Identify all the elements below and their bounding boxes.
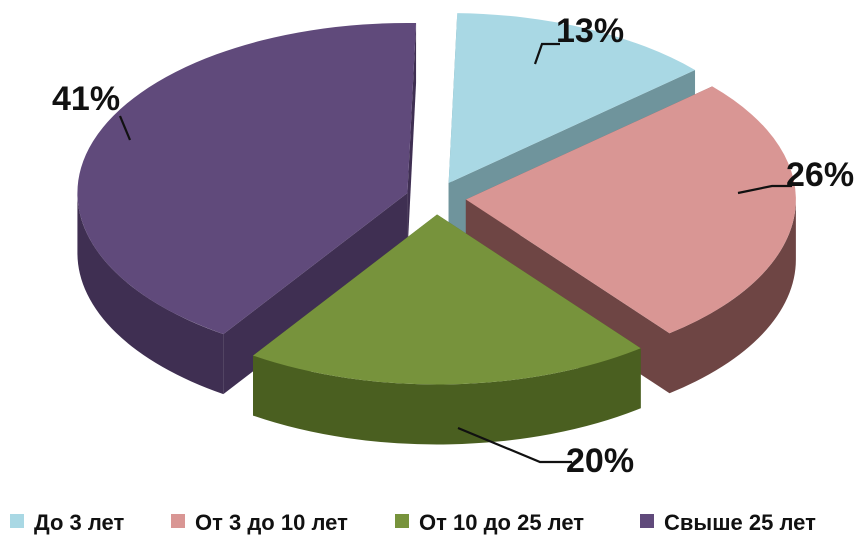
- data-label-26: 26%: [786, 156, 854, 194]
- pie-slice-2-top: [253, 214, 641, 385]
- legend-label-2: От 10 до 25 лет: [419, 510, 584, 535]
- legend-label-0: До 3 лет: [34, 510, 124, 535]
- pie-slice-3-radial-side-1: [407, 23, 417, 253]
- legend-label-3: Свыше 25 лет: [664, 510, 816, 535]
- leader-line-41: [118, 115, 132, 141]
- data-label-13: 13%: [556, 12, 624, 50]
- legend-swatch-1: [171, 514, 185, 528]
- pie-slice-1-top: [465, 86, 796, 334]
- legend-label-1: От 3 до 10 лет: [195, 510, 348, 535]
- leader-line-20: [457, 426, 572, 464]
- pie-slice-2: [253, 214, 641, 445]
- data-label-20: 20%: [566, 442, 634, 480]
- legend-swatch-0: [10, 514, 24, 528]
- pie-slice-3-top: [77, 22, 417, 335]
- legend: До 3 лет От 3 до 10 лет От 10 до 25 лет …: [10, 510, 816, 535]
- pie-slices: [77, 13, 796, 445]
- pie-slice-1-outer-wall: [669, 199, 796, 394]
- data-label-41: 41%: [52, 80, 120, 118]
- legend-swatch-2: [395, 514, 409, 528]
- pie-slice-0-top: [448, 13, 696, 184]
- leader-line-13: [533, 42, 560, 65]
- legend-swatch-3: [640, 514, 654, 528]
- pie-slice-3-outer-wall: [77, 192, 224, 395]
- pie-slice-2-outer-wall: [253, 348, 641, 445]
- leader-line-26: [737, 184, 792, 195]
